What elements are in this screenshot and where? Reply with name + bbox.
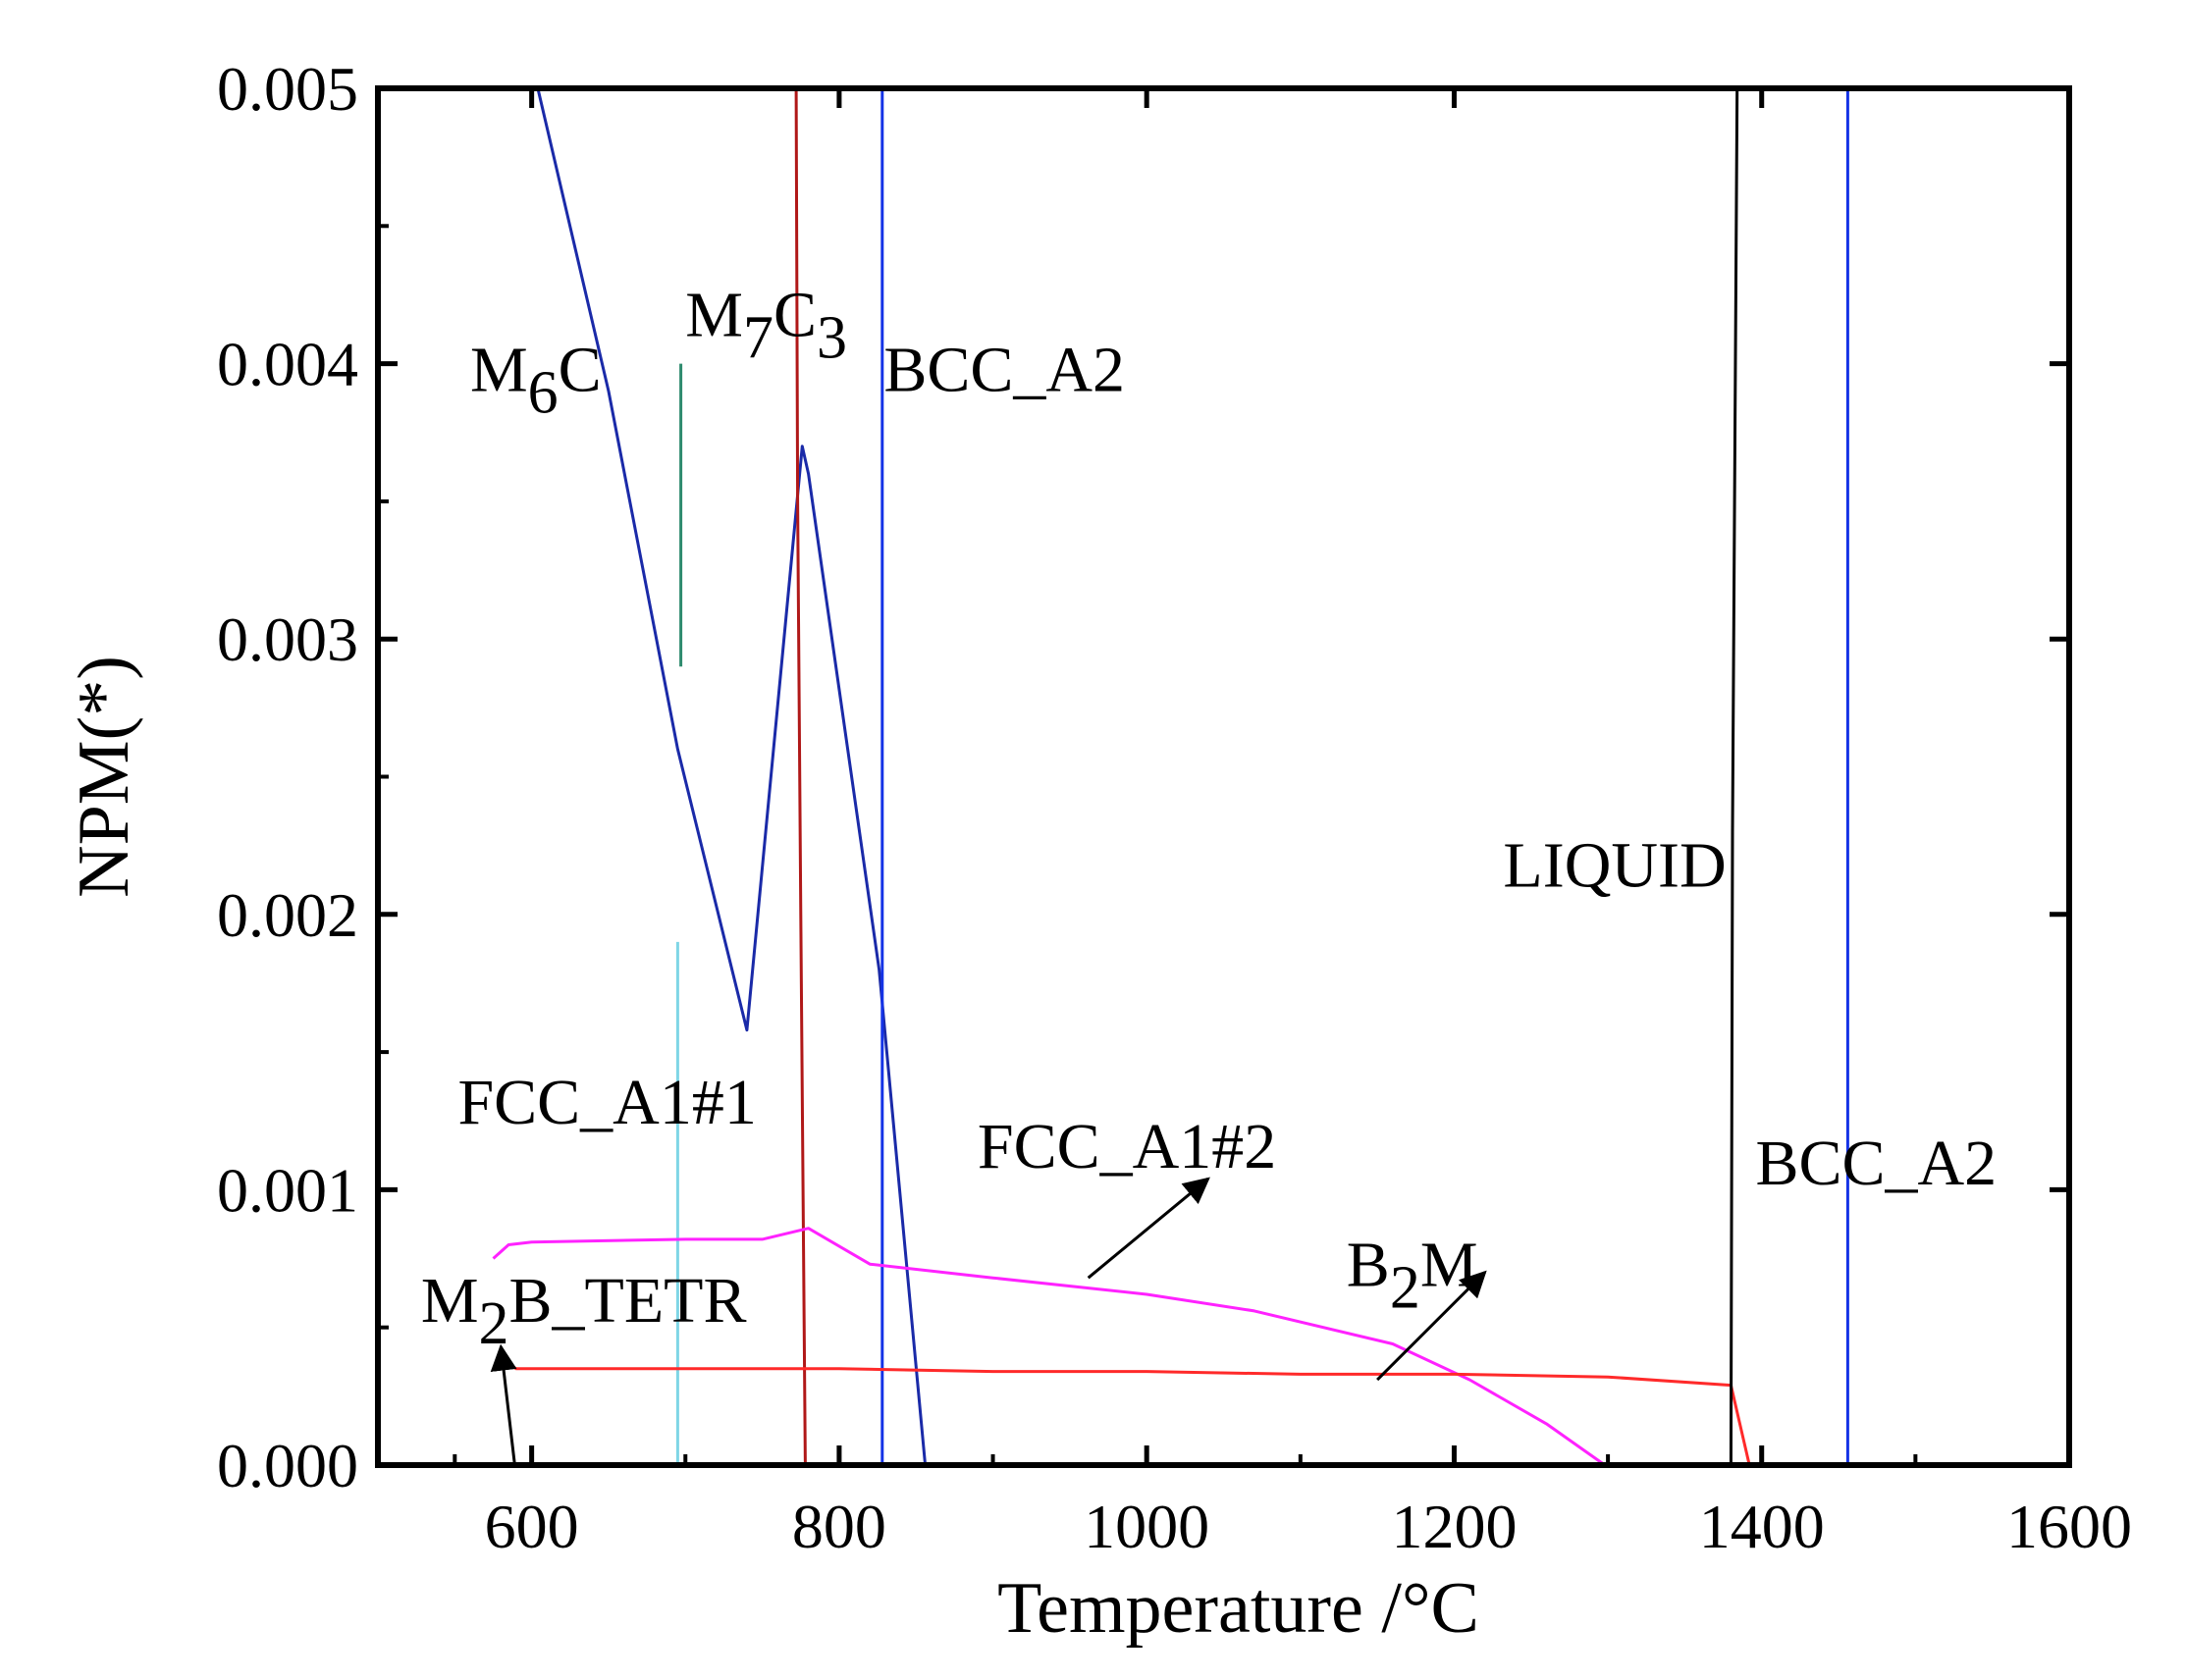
x-tick-label: 1600 bbox=[2006, 1492, 2132, 1561]
phase-labels: M6C M7C3 BCC_A2 FCC_A1#1 FCC_A1#2 B2M M2B_TETR… bbox=[421, 280, 1997, 1358]
x-tick-label: 1000 bbox=[1084, 1492, 1209, 1561]
x-tick-label: 1400 bbox=[1699, 1492, 1825, 1561]
y-tick-labels: 0.000 0.001 0.002 0.003 0.004 0.005 bbox=[217, 54, 358, 1500]
phase-label-b2m: B2M bbox=[1347, 1230, 1478, 1322]
plot-frame bbox=[375, 85, 2072, 1468]
y-axis-title: NPM(*) bbox=[64, 656, 144, 898]
phase-label-fcc-a1-1: FCC_A1#1 bbox=[457, 1067, 756, 1138]
x-tick-labels: 600 800 1000 1200 1400 1600 bbox=[485, 1492, 2132, 1561]
annotation-arrow bbox=[490, 1343, 517, 1466]
y-tick-label: 0.002 bbox=[217, 880, 358, 950]
annotation-arrows bbox=[490, 1177, 1487, 1466]
phase-label-fcc-a1-2: FCC_A1#2 bbox=[978, 1111, 1276, 1182]
series-liquid bbox=[1729, 87, 1739, 1466]
phase-label-m2b-tetr: M2B_TETR bbox=[421, 1265, 747, 1357]
phase-label-bcc-a2: BCC_A2 bbox=[1755, 1128, 1997, 1199]
y-tick-label: 0.003 bbox=[217, 604, 358, 674]
annotation-arrow bbox=[1087, 1177, 1210, 1280]
x-axis-title: Temperature /°C bbox=[997, 1568, 1479, 1649]
y-tick-label: 0.000 bbox=[217, 1431, 358, 1500]
y-tick-label: 0.004 bbox=[217, 330, 358, 399]
phase-label-bcc-a2: BCC_A2 bbox=[883, 335, 1125, 406]
annotation-arrow bbox=[1376, 1270, 1487, 1382]
series-layer bbox=[492, 87, 1849, 1467]
phase-label-m6c: M6C bbox=[470, 335, 602, 427]
series-b2m bbox=[500, 1359, 1751, 1466]
x-tick-label: 600 bbox=[485, 1492, 579, 1561]
series-m6c bbox=[536, 87, 928, 1466]
y-tick-label: 0.005 bbox=[217, 54, 358, 124]
series-fcc-a1-1 bbox=[794, 87, 807, 1466]
phase-label-liquid: LIQUID bbox=[1503, 830, 1726, 902]
y-tick-label: 0.001 bbox=[217, 1155, 358, 1225]
x-tick-label: 800 bbox=[792, 1492, 886, 1561]
x-tick-label: 1200 bbox=[1391, 1492, 1517, 1561]
axis-ticks bbox=[378, 85, 2072, 1468]
phase-label-m7c3: M7C3 bbox=[685, 280, 847, 372]
